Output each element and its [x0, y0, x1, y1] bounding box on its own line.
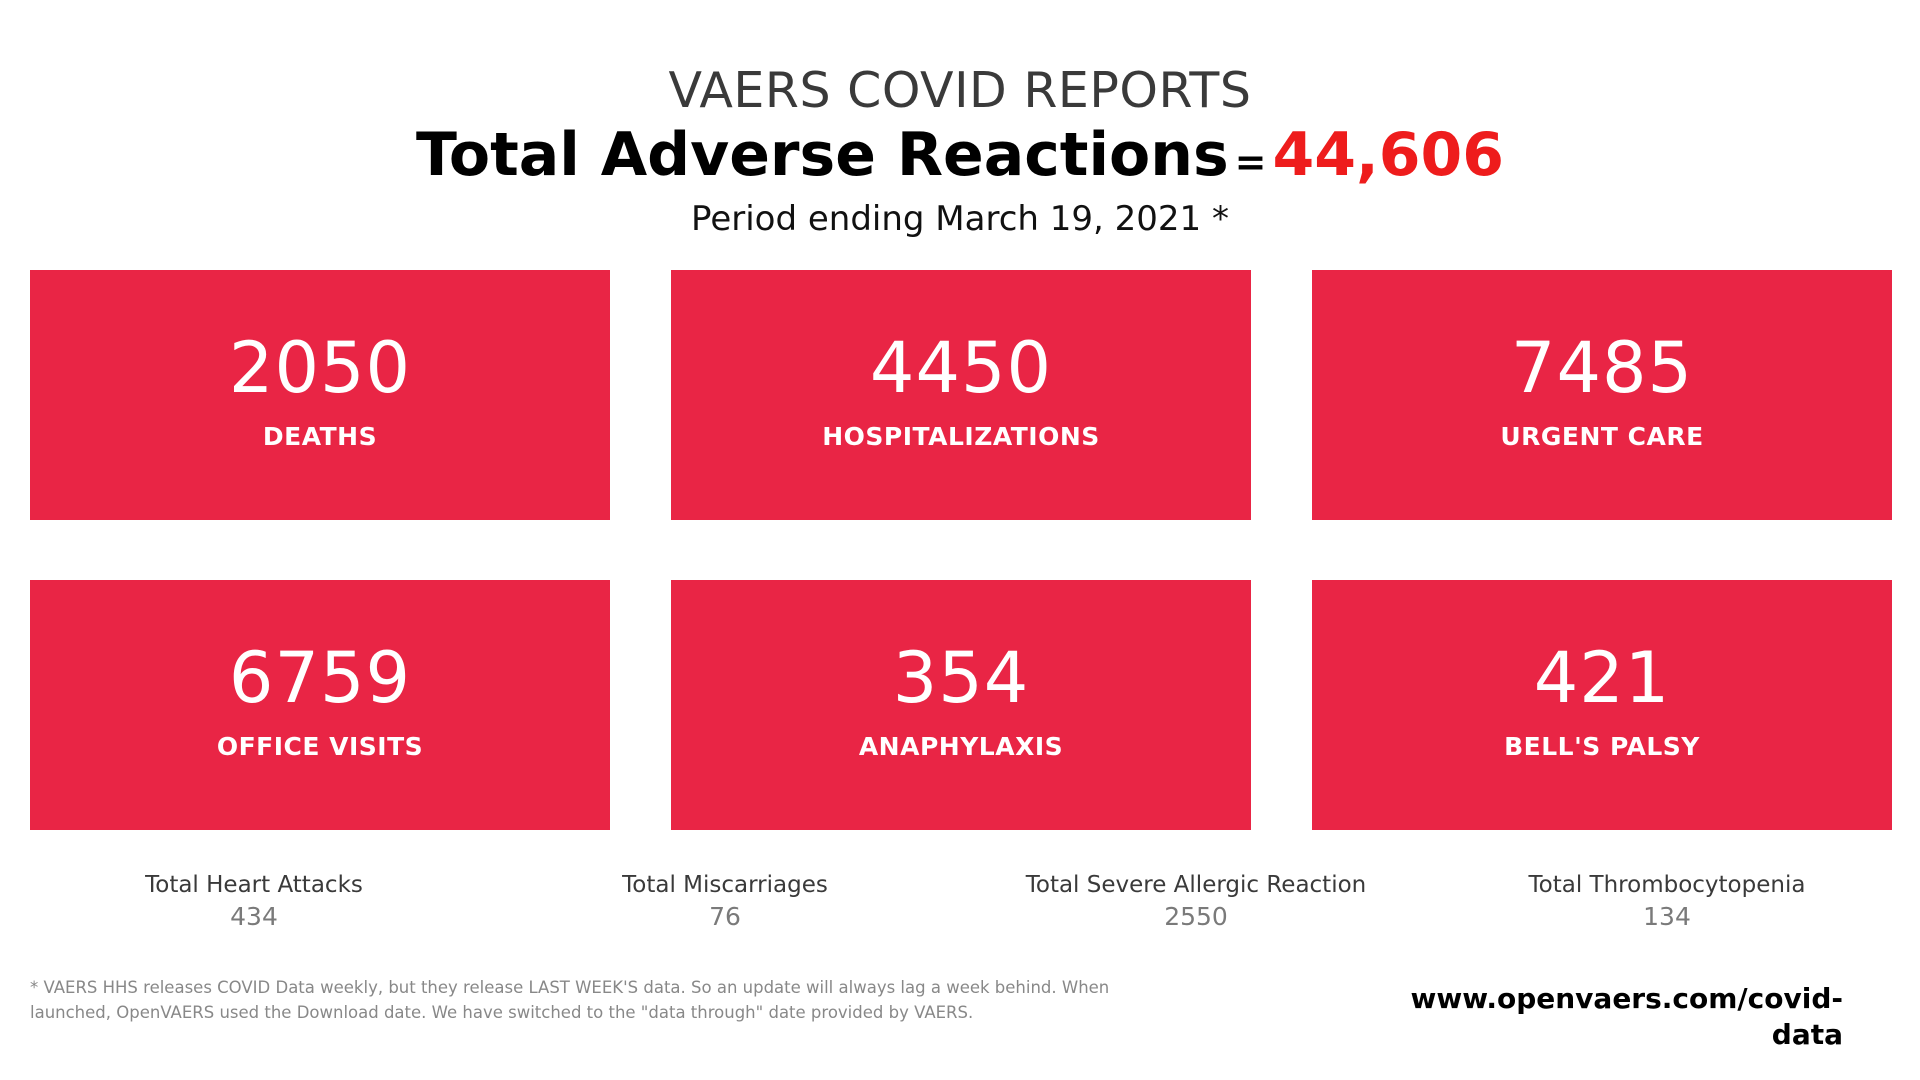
page-title: VAERS COVID REPORTS: [668, 62, 1252, 119]
card-bells-palsy: 421 BELL'S PALSY: [1312, 580, 1892, 830]
card-value: 7485: [1510, 327, 1694, 409]
footnote: * VAERS HHS releases COVID Data weekly, …: [30, 978, 1110, 1022]
stat-label: Total Heart Attacks: [145, 872, 363, 898]
card-deaths: 2050 DEATHS: [30, 270, 610, 520]
card-value: 354: [892, 637, 1030, 719]
card-label: ANAPHYLAXIS: [858, 732, 1064, 761]
stat-miscarriages: Total Miscarriages 76: [515, 870, 935, 928]
card-label: DEATHS: [262, 422, 378, 451]
card-urgent-care: 7485 URGENT CARE: [1312, 270, 1892, 520]
card-value: 421: [1533, 637, 1671, 719]
card-hospitalizations: 4450 HOSPITALIZATIONS: [671, 270, 1251, 520]
card-office-visits: 6759 OFFICE VISITS: [30, 580, 610, 830]
total-value: 44,606: [1272, 120, 1505, 190]
equals-sign: =: [1234, 140, 1267, 184]
card-label: URGENT CARE: [1500, 422, 1704, 451]
card-value: 6759: [228, 637, 412, 719]
stat-value: 134: [1643, 902, 1691, 928]
stat-thrombocytopenia: Total Thrombocytopenia 134: [1457, 870, 1877, 928]
stat-label: Total Miscarriages: [622, 872, 828, 898]
card-anaphylaxis: 354 ANAPHYLAXIS: [671, 580, 1251, 830]
card-value: 2050: [228, 327, 412, 409]
card-label: BELL'S PALSY: [1504, 732, 1700, 761]
stat-value: 76: [709, 902, 741, 928]
header: VAERS COVID REPORTS Total Adverse Reacti…: [0, 62, 1920, 241]
stat-heart-attacks: Total Heart Attacks 434: [44, 870, 464, 928]
stat-value: 2550: [1164, 902, 1228, 928]
stat-value: 434: [230, 902, 278, 928]
card-value: 4450: [869, 327, 1053, 409]
period-line: Period ending March 19, 2021 *: [691, 199, 1229, 239]
site-url-link[interactable]: www.openvaers.com/covid-data: [1410, 982, 1843, 1051]
card-label: HOSPITALIZATIONS: [822, 422, 1100, 451]
stat-severe-allergic-reaction: Total Severe Allergic Reaction 2550: [986, 870, 1406, 928]
stat-label: Total Severe Allergic Reaction: [1025, 872, 1367, 898]
total-label: Total Adverse Reactions: [415, 120, 1229, 190]
total-line: Total Adverse Reactions = 44,606: [0, 120, 1920, 197]
card-label: OFFICE VISITS: [216, 732, 424, 761]
stat-label: Total Thrombocytopenia: [1528, 872, 1806, 898]
clipped-subtitle-fragment: [0, 212, 1920, 234]
